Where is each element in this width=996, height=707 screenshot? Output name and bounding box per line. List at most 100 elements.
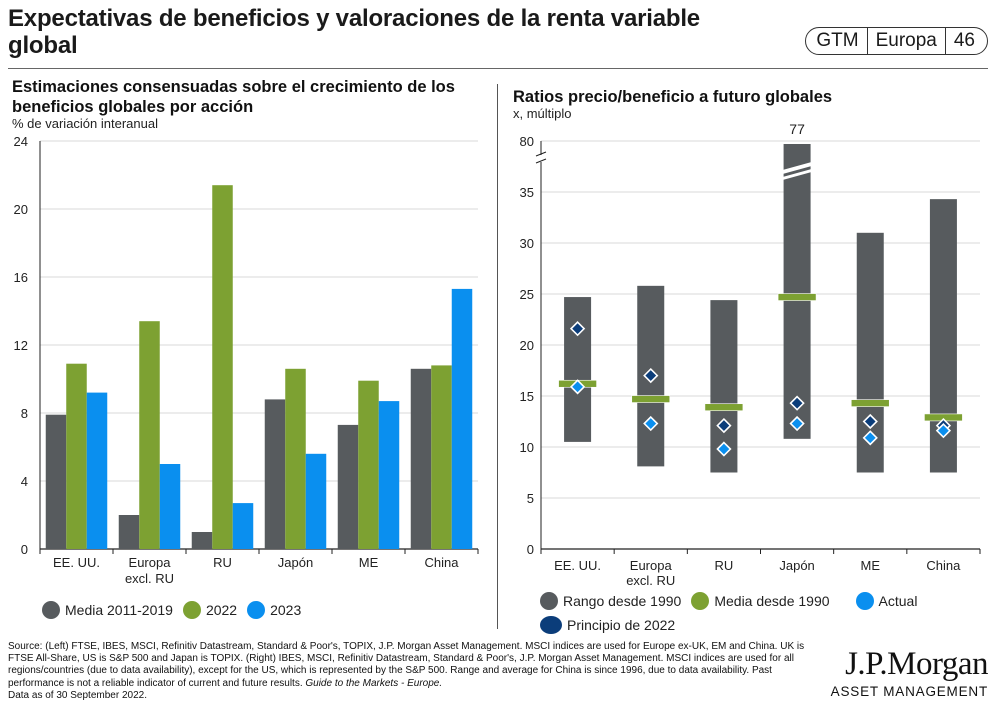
source-footnote: Source: (Left) FTSE, IBES, MSCI, Refinit…: [8, 641, 823, 702]
mean-marker: [850, 399, 890, 407]
start-2022-marker: [569, 321, 586, 337]
right-chart-title: Ratios precio/beneficio a futuro globale…: [513, 88, 833, 106]
bar-2022: [358, 380, 379, 549]
x-category-label: China: [425, 555, 460, 570]
start-2022-marker: [862, 413, 878, 430]
x-category-label: Europa: [129, 555, 172, 570]
y-tick-label: 10: [520, 440, 534, 455]
bar-2022: [212, 185, 233, 549]
x-category-label: EE. UU.: [53, 555, 100, 570]
y-tick-label: 25: [520, 287, 534, 302]
legend-item-media-2011-2019: Media 2011-2019: [42, 599, 173, 621]
jpmorgan-logo: J.P.Morgan ASSET MANAGEMENT: [830, 646, 989, 699]
left-chart-subtitle: % de variación interanual: [12, 116, 158, 131]
y-tick-label: 8: [21, 406, 28, 421]
y-tick-label: 4: [21, 474, 28, 489]
y-tick-label: 0: [21, 542, 28, 557]
x-category-label: China: [926, 558, 961, 573]
footnote-italic: Guide to the Markets - Europe.: [305, 677, 443, 689]
y-tick-label: 12: [14, 338, 28, 353]
x-category-label: excl. RU: [626, 573, 675, 588]
legend-label: 2023: [270, 602, 302, 618]
left-chart-legend: Media 2011-2019 2022 2023: [42, 599, 311, 621]
y-tick-label: 15: [520, 389, 534, 404]
range-bar: [564, 297, 592, 442]
section-badge: GTM Europa 46: [805, 27, 988, 55]
legend-swatch-green: [182, 601, 201, 619]
bar-2023: [232, 503, 254, 549]
badge-gtm: GTM: [816, 30, 859, 51]
legend-item-2023: 2023: [247, 599, 301, 621]
title-divider: [8, 68, 988, 69]
legend-label: Principio de 2022: [567, 617, 676, 633]
actual-marker: [569, 379, 586, 395]
y-tick-label: 30: [520, 236, 534, 251]
bar-media-2011-2019: [264, 399, 286, 549]
x-category-label: RU: [715, 558, 734, 573]
panel-divider: [497, 84, 498, 629]
mean-marker: [704, 403, 744, 412]
bar-2023: [378, 401, 400, 549]
actual-marker: [862, 430, 878, 446]
range-bar: [783, 144, 811, 439]
start-2022-marker: [716, 417, 732, 434]
legend-item-actual: Actual: [855, 590, 918, 612]
actual-marker: [716, 441, 732, 457]
bar-media-2011-2019: [337, 424, 359, 549]
actual-marker: [643, 415, 659, 432]
bar-2022: [139, 321, 160, 549]
legend-item-2022: 2022: [182, 599, 238, 621]
footnote-text: Source: (Left) FTSE, IBES, MSCI, Refinit…: [8, 641, 805, 689]
legend-swatch-gray: [540, 592, 558, 610]
x-category-label: Japón: [278, 555, 313, 570]
y-tick-label: 5: [527, 491, 534, 506]
bar-2023: [305, 453, 327, 549]
mean-marker: [631, 395, 671, 403]
legend-swatch-blue: [855, 592, 874, 610]
axis-break-mark: [535, 151, 547, 157]
right-chart-subtitle: x, múltiplo: [513, 106, 572, 121]
badge-page-number: 46: [944, 28, 987, 54]
logo-subtitle: ASSET MANAGEMENT: [830, 684, 988, 699]
y-tick-label: 24: [14, 134, 28, 149]
axis-break-gap: [535, 155, 547, 162]
legend-item-rango: Rango desde 1990: [540, 590, 681, 612]
bar-2023: [86, 392, 108, 549]
x-category-label: excl. RU: [125, 571, 174, 586]
legend-label: Actual: [878, 593, 918, 609]
legend-label: Media 2011-2019: [65, 602, 173, 618]
legend-label: 2022: [205, 602, 238, 618]
bar-2023: [159, 464, 181, 549]
y-tick-label: 35: [520, 185, 534, 200]
badge-region: Europa: [866, 28, 945, 54]
page-title: Expectativas de beneficios y valoracione…: [8, 5, 700, 59]
actual-marker: [789, 415, 805, 432]
x-category-label: RU: [213, 555, 232, 570]
x-category-label: EE. UU.: [554, 558, 601, 573]
bar-2022: [66, 363, 87, 549]
y-tick-label: 0: [527, 542, 534, 557]
range-break-mark: [782, 169, 812, 180]
japan-high-annotation: 77: [789, 121, 805, 137]
bar-2023: [451, 288, 473, 549]
y-tick-label: 20: [520, 338, 534, 353]
x-category-label: ME: [359, 555, 379, 570]
x-category-label: Europa: [630, 558, 673, 573]
legend-label: Rango desde 1990: [563, 593, 682, 609]
y-tick-label: 16: [14, 270, 28, 285]
left-chart-title: Estimaciones consensuadas sobre el creci…: [12, 78, 455, 116]
legend-swatch-green: [691, 592, 710, 610]
bar-2022: [285, 368, 306, 549]
actual-marker: [935, 423, 952, 439]
x-category-label: ME: [861, 558, 881, 573]
bar-media-2011-2019: [410, 368, 432, 549]
legend-label: Media desde 1990: [714, 593, 830, 609]
legend-swatch-blue: [247, 601, 266, 619]
legend-item-media: Media desde 1990: [691, 590, 830, 612]
y-tick-label: 20: [14, 202, 28, 217]
legend-swatch-navy: [540, 616, 562, 634]
y-tick-label: 80: [520, 134, 534, 149]
start-2022-marker: [643, 367, 659, 384]
logo-wordmark: J.P.Morgan: [845, 646, 988, 682]
